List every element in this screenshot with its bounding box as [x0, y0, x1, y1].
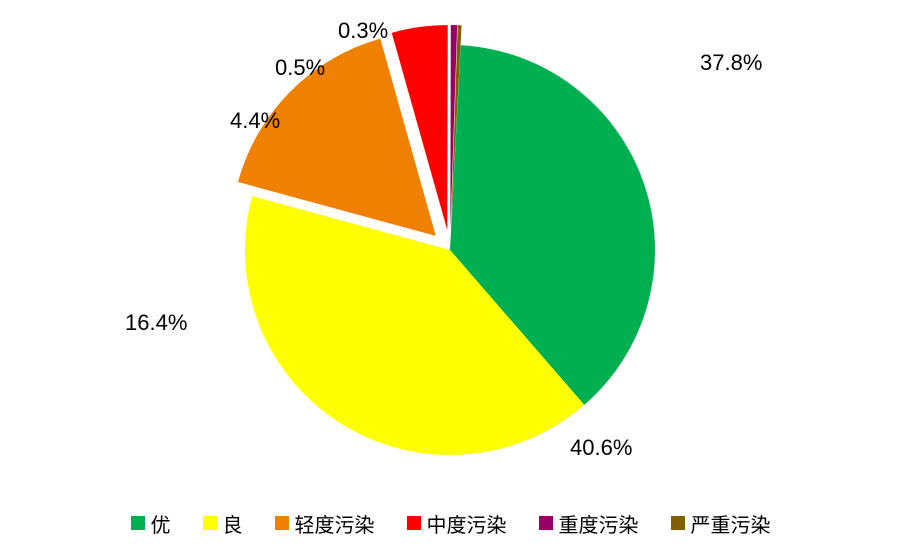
slice-label: 0.5%: [275, 55, 325, 80]
legend-item: 轻度污染: [275, 509, 375, 538]
legend-marker: [275, 516, 289, 530]
slice-label: 40.6%: [570, 435, 632, 460]
legend-marker: [203, 516, 217, 530]
legend-label: 严重污染: [691, 509, 771, 538]
legend-item: 严重污染: [671, 509, 771, 538]
legend: 优 良 轻度污染 中度污染 重度污染 严重污染: [0, 495, 901, 551]
legend-item: 重度污染: [539, 509, 639, 538]
slice-label: 4.4%: [230, 108, 280, 133]
slice-label: 0.3%: [338, 18, 388, 43]
legend-item: 优: [131, 509, 171, 538]
legend-label: 中度污染: [427, 509, 507, 538]
legend-label: 良: [223, 509, 243, 538]
legend-marker: [539, 516, 553, 530]
legend-label: 优: [151, 509, 171, 538]
legend-item: 良: [203, 509, 243, 538]
legend-marker: [671, 516, 685, 530]
legend-marker: [407, 516, 421, 530]
slice-label: 37.8%: [700, 50, 762, 75]
legend-marker: [131, 516, 145, 530]
slice-label: 16.4%: [125, 310, 187, 335]
legend-label: 轻度污染: [295, 509, 375, 538]
legend-item: 中度污染: [407, 509, 507, 538]
pie-chart: 37.8% 40.6% 16.4% 4.4% 0.5% 0.3%: [0, 0, 901, 490]
legend-label: 重度污染: [559, 509, 639, 538]
